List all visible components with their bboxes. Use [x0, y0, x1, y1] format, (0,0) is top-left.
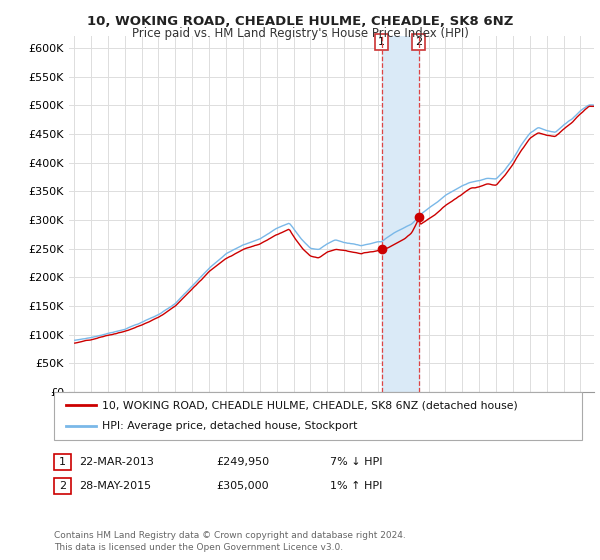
- Text: HPI: Average price, detached house, Stockport: HPI: Average price, detached house, Stoc…: [102, 421, 358, 431]
- Text: Contains HM Land Registry data © Crown copyright and database right 2024.
This d: Contains HM Land Registry data © Crown c…: [54, 531, 406, 552]
- Text: 1: 1: [59, 457, 66, 467]
- Text: 10, WOKING ROAD, CHEADLE HULME, CHEADLE, SK8 6NZ (detached house): 10, WOKING ROAD, CHEADLE HULME, CHEADLE,…: [102, 400, 518, 410]
- Text: 10, WOKING ROAD, CHEADLE HULME, CHEADLE, SK8 6NZ: 10, WOKING ROAD, CHEADLE HULME, CHEADLE,…: [87, 15, 513, 28]
- Text: Price paid vs. HM Land Registry's House Price Index (HPI): Price paid vs. HM Land Registry's House …: [131, 27, 469, 40]
- Text: 28-MAY-2015: 28-MAY-2015: [79, 481, 151, 491]
- Bar: [382, 36, 419, 392]
- Text: 22-MAR-2013: 22-MAR-2013: [79, 457, 154, 467]
- Text: 7% ↓ HPI: 7% ↓ HPI: [330, 457, 383, 467]
- Text: 2: 2: [59, 481, 66, 491]
- Text: 1% ↑ HPI: 1% ↑ HPI: [330, 481, 382, 491]
- Text: 2: 2: [415, 37, 422, 47]
- Text: £249,950: £249,950: [216, 457, 269, 467]
- Text: £305,000: £305,000: [216, 481, 269, 491]
- Text: 1: 1: [378, 37, 385, 47]
